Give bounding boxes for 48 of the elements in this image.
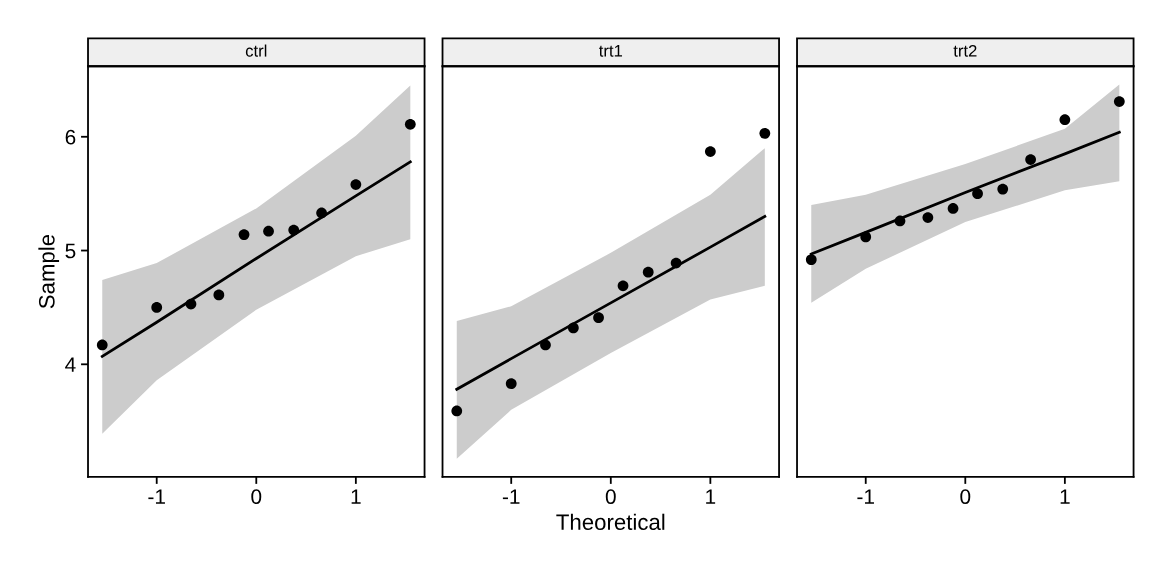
point xyxy=(567,322,579,334)
chart-title: trt1 xyxy=(599,45,623,57)
point xyxy=(972,188,983,200)
x-tick-label: -1 xyxy=(148,489,165,504)
x-axis-title: Theoretical xyxy=(556,513,665,531)
point xyxy=(238,229,250,240)
point xyxy=(185,298,197,310)
x-tick-label: -1 xyxy=(502,489,520,504)
x-tick-label: -1 xyxy=(857,489,874,504)
x-tick-label: 1 xyxy=(706,489,716,504)
point xyxy=(642,266,654,278)
point xyxy=(316,207,327,219)
point xyxy=(288,224,300,236)
point xyxy=(894,215,906,227)
point xyxy=(505,378,517,390)
x-tick-label: 0 xyxy=(251,489,262,505)
point xyxy=(350,179,362,190)
point xyxy=(805,254,817,266)
point xyxy=(1059,114,1071,126)
line-series xyxy=(100,160,412,358)
y-axis-title: Sample xyxy=(38,234,60,309)
point xyxy=(617,280,629,292)
point xyxy=(922,212,934,223)
chart-title: ctrl xyxy=(245,44,267,57)
y-tick-label: 4 xyxy=(65,357,76,372)
x-tick-label: 0 xyxy=(605,489,616,505)
point xyxy=(213,289,225,301)
point xyxy=(96,339,108,351)
point xyxy=(593,312,604,324)
chart-title: trt2 xyxy=(953,44,977,57)
y-tick-label: 5 xyxy=(65,243,76,259)
x-tick-label: 1 xyxy=(351,489,361,504)
y-tick-label: 6 xyxy=(65,129,76,145)
point xyxy=(997,183,1009,195)
point xyxy=(670,257,682,269)
point xyxy=(759,127,771,139)
point xyxy=(947,203,959,214)
point xyxy=(540,339,551,351)
point xyxy=(704,146,716,157)
point xyxy=(1113,96,1125,107)
point xyxy=(151,302,163,313)
point xyxy=(860,231,872,243)
x-tick-label: 0 xyxy=(960,489,971,505)
x-tick-label: 1 xyxy=(1060,489,1070,504)
point xyxy=(263,225,274,237)
point xyxy=(451,405,463,417)
point xyxy=(404,118,416,130)
point xyxy=(1025,154,1036,165)
